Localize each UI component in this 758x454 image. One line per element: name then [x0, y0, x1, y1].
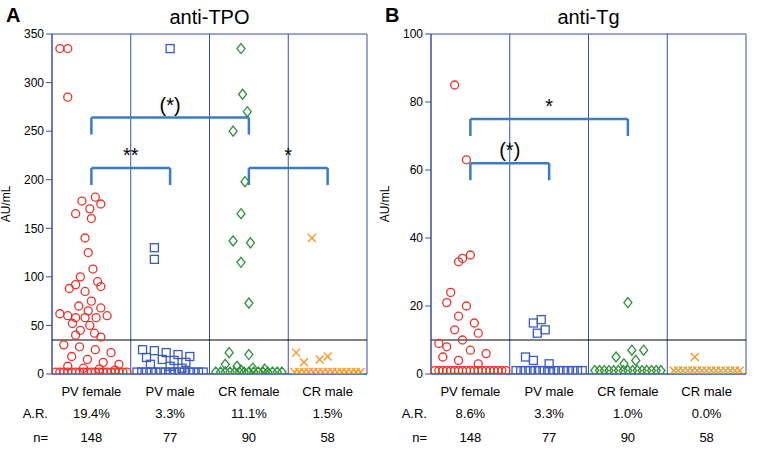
svg-text:3.3%: 3.3% — [155, 406, 185, 421]
svg-text:58: 58 — [320, 430, 334, 445]
svg-text:200: 200 — [24, 173, 44, 187]
svg-text:*: * — [545, 95, 553, 117]
html-text:A: A — [6, 4, 21, 26]
svg-text:**: ** — [123, 144, 139, 166]
svg-text:50: 50 — [31, 319, 45, 333]
html-text:anti-Tg: anti-Tg — [557, 6, 620, 28]
svg-text:90: 90 — [621, 430, 635, 445]
svg-text:77: 77 — [163, 430, 177, 445]
svg-text:0: 0 — [416, 367, 423, 381]
svg-text:AU/mL: AU/mL — [8, 185, 13, 222]
svg-text:58: 58 — [699, 430, 713, 445]
svg-text:100: 100 — [24, 270, 44, 284]
svg-text:AU/mL: AU/mL — [379, 185, 392, 222]
svg-text:90: 90 — [242, 430, 256, 445]
svg-text:0: 0 — [37, 367, 44, 381]
svg-text:300: 300 — [24, 76, 44, 90]
svg-text:A.R.: A.R. — [402, 406, 427, 421]
svg-text:19.4%: 19.4% — [73, 406, 110, 421]
svg-text:11.1%: 11.1% — [231, 406, 267, 421]
svg-text:PV male: PV male — [146, 384, 195, 399]
svg-text:n=: n= — [412, 430, 427, 445]
svg-text:CR female: CR female — [597, 384, 658, 399]
svg-text:0.0%: 0.0% — [692, 406, 722, 421]
svg-text:n=: n= — [33, 430, 48, 445]
svg-text:1.0%: 1.0% — [613, 406, 643, 421]
svg-text:CR female: CR female — [218, 384, 279, 399]
svg-text:CR male: CR male — [681, 384, 732, 399]
html-text:anti-TPO: anti-TPO — [169, 6, 250, 28]
svg-text:CR male: CR male — [302, 384, 353, 399]
svg-text:A.R.: A.R. — [23, 406, 48, 421]
svg-text:20: 20 — [410, 299, 424, 313]
svg-text:PV female: PV female — [61, 384, 121, 399]
svg-text:*: * — [284, 144, 292, 166]
svg-text:40: 40 — [410, 231, 424, 245]
svg-text:77: 77 — [542, 430, 556, 445]
svg-text:PV female: PV female — [440, 384, 500, 399]
html-text:B: B — [385, 4, 400, 26]
svg-text:150: 150 — [24, 222, 44, 236]
svg-text:3.3%: 3.3% — [534, 406, 564, 421]
svg-text:(*): (*) — [499, 139, 520, 161]
svg-text:8.6%: 8.6% — [456, 406, 486, 421]
svg-text:1.5%: 1.5% — [313, 406, 343, 421]
svg-text:148: 148 — [81, 430, 103, 445]
svg-text:60: 60 — [410, 163, 424, 177]
svg-text:100: 100 — [403, 27, 423, 41]
svg-text:250: 250 — [24, 124, 44, 138]
svg-text:PV male: PV male — [525, 384, 574, 399]
svg-text:80: 80 — [410, 95, 424, 109]
svg-text:148: 148 — [460, 430, 482, 445]
svg-text:350: 350 — [24, 27, 44, 41]
svg-text:(*): (*) — [160, 94, 181, 116]
